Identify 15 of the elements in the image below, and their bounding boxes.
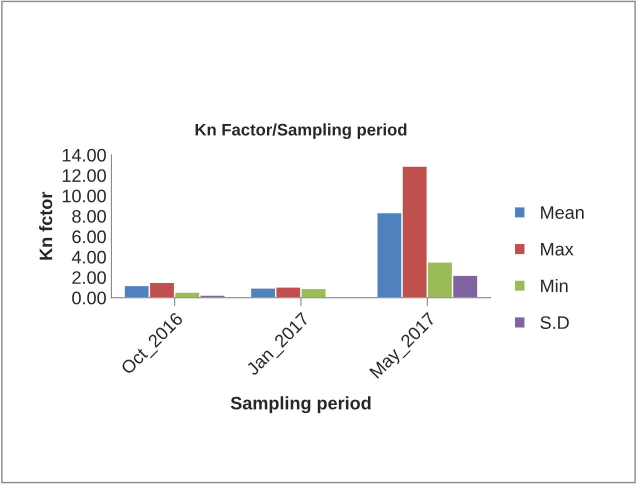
y-tick-label: 6.00 bbox=[72, 230, 106, 244]
y-tick-label: 10.00 bbox=[62, 190, 106, 202]
x-axis-title: Sampling period bbox=[230, 396, 371, 414]
y-tick-label: 2.00 bbox=[72, 271, 106, 284]
legend-label: Mean bbox=[541, 206, 584, 219]
y-tick-label: 0.00 bbox=[72, 292, 106, 304]
y-axis-title: Kn fctor bbox=[39, 192, 52, 260]
legend-label: Min bbox=[541, 279, 568, 292]
y-tick-label: 12.00 bbox=[62, 169, 106, 182]
legend-label: Max bbox=[541, 243, 574, 256]
y-tick-label: 4.00 bbox=[72, 250, 106, 264]
legend-label: S.D bbox=[540, 316, 569, 329]
y-tick-label: 8.00 bbox=[72, 210, 106, 223]
chart-title: Kn Factor/Sampling period bbox=[196, 123, 406, 139]
y-tick-label: 14.00 bbox=[62, 148, 106, 162]
